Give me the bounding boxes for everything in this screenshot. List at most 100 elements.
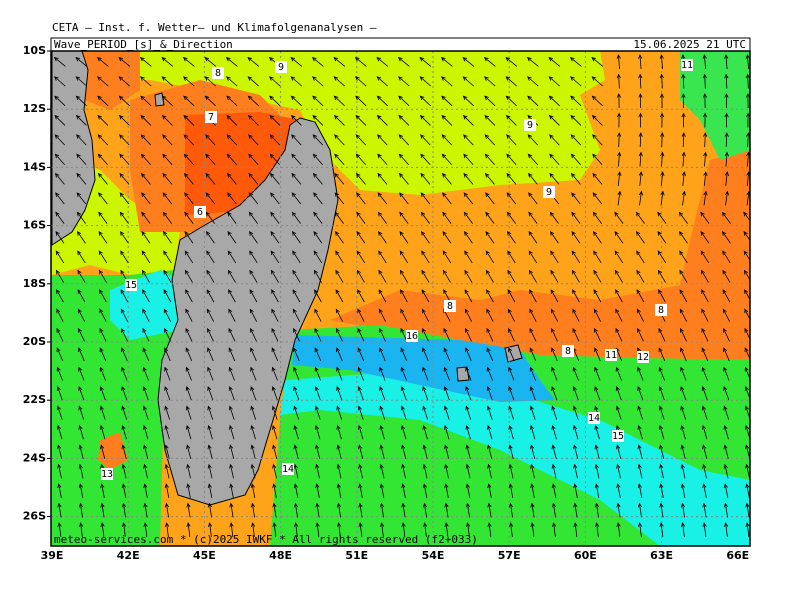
- arrow: [442, 192, 452, 205]
- lat-label: 22S: [23, 393, 46, 406]
- arrow: [121, 405, 128, 420]
- arrow: [570, 76, 582, 87]
- arrow: [681, 93, 686, 109]
- arrow: [142, 327, 150, 342]
- arrow: [78, 366, 85, 381]
- map-frame: [50, 50, 751, 547]
- arrow: [723, 366, 730, 381]
- arrow: [422, 405, 429, 420]
- arrow: [57, 522, 62, 537]
- arrow: [118, 56, 131, 67]
- arrow: [97, 95, 109, 107]
- contour-label-box: [637, 351, 649, 363]
- arrow: [550, 269, 559, 283]
- arrow: [529, 327, 537, 342]
- period-band: [80, 51, 140, 110]
- arrow: [465, 483, 471, 498]
- arrow: [271, 405, 278, 420]
- arrow: [204, 95, 216, 107]
- arrow: [207, 424, 213, 440]
- arrow: [142, 289, 150, 303]
- arrow: [591, 56, 604, 67]
- contour-label-box: [562, 345, 574, 357]
- arrow: [508, 522, 514, 537]
- arrow: [271, 424, 278, 440]
- arrow: [183, 153, 194, 166]
- arrow: [681, 132, 686, 148]
- arrow: [377, 134, 388, 146]
- contour-label-box: [655, 304, 667, 316]
- arrow: [507, 308, 516, 322]
- arrow: [99, 405, 106, 420]
- contour-label: 9: [527, 120, 533, 131]
- arrow: [443, 347, 451, 362]
- arrow: [315, 463, 320, 479]
- arrow: [570, 95, 582, 107]
- arrow: [700, 211, 710, 224]
- arrow: [118, 95, 130, 107]
- arrow: [401, 463, 406, 479]
- arrow: [701, 386, 708, 401]
- arrow: [657, 211, 667, 224]
- arrow: [527, 172, 538, 185]
- arrow: [118, 114, 130, 126]
- arrow: [465, 347, 472, 362]
- arrow: [594, 366, 601, 381]
- arrow: [100, 444, 106, 459]
- arrow: [269, 76, 281, 87]
- arrow: [506, 134, 517, 146]
- arrow: [573, 444, 579, 459]
- arrow: [293, 522, 299, 537]
- arrow: [486, 327, 494, 342]
- arrow: [485, 192, 495, 205]
- arrow: [487, 444, 493, 459]
- arrow: [225, 56, 238, 67]
- arrow: [227, 211, 237, 224]
- arrow: [397, 56, 410, 67]
- arrow: [594, 327, 601, 342]
- contour-label-box: [194, 206, 206, 218]
- arrow: [529, 405, 536, 420]
- arrow: [355, 153, 366, 166]
- arrow: [744, 308, 750, 321]
- arrow: [422, 366, 429, 381]
- lon-label: 60E: [574, 549, 597, 562]
- arrow: [399, 211, 409, 224]
- arrow: [207, 405, 214, 420]
- arrow: [422, 483, 428, 498]
- arrow: [551, 347, 558, 362]
- arrow: [637, 502, 643, 518]
- arrow: [506, 172, 517, 185]
- arrow: [638, 93, 643, 109]
- arrow: [143, 522, 148, 537]
- arrow: [335, 250, 344, 264]
- lat-label: 12S: [23, 102, 46, 115]
- arrow: [444, 522, 449, 537]
- contour-label: 15: [125, 280, 137, 291]
- arrow: [379, 444, 385, 459]
- arrow: [551, 522, 557, 537]
- arrow: [636, 289, 645, 303]
- lat-label: 26S: [23, 510, 46, 523]
- arrow: [226, 134, 238, 146]
- arrow: [570, 172, 581, 185]
- arrow: [485, 250, 495, 264]
- arrow: [551, 366, 558, 381]
- arrow: [250, 405, 257, 420]
- arrow: [313, 192, 323, 205]
- arrow: [723, 405, 730, 420]
- arrow: [421, 308, 430, 322]
- arrow: [378, 269, 387, 283]
- arrow: [422, 327, 429, 342]
- arrow: [98, 230, 108, 244]
- arrow: [183, 114, 195, 126]
- contour-label-box: [612, 430, 624, 442]
- arrow: [99, 347, 107, 362]
- arrow: [422, 522, 428, 537]
- arrow: [379, 522, 385, 537]
- arrow: [333, 56, 346, 67]
- arrow: [250, 444, 256, 459]
- arrow: [334, 172, 345, 185]
- arrow: [271, 308, 279, 322]
- arrow: [227, 269, 236, 283]
